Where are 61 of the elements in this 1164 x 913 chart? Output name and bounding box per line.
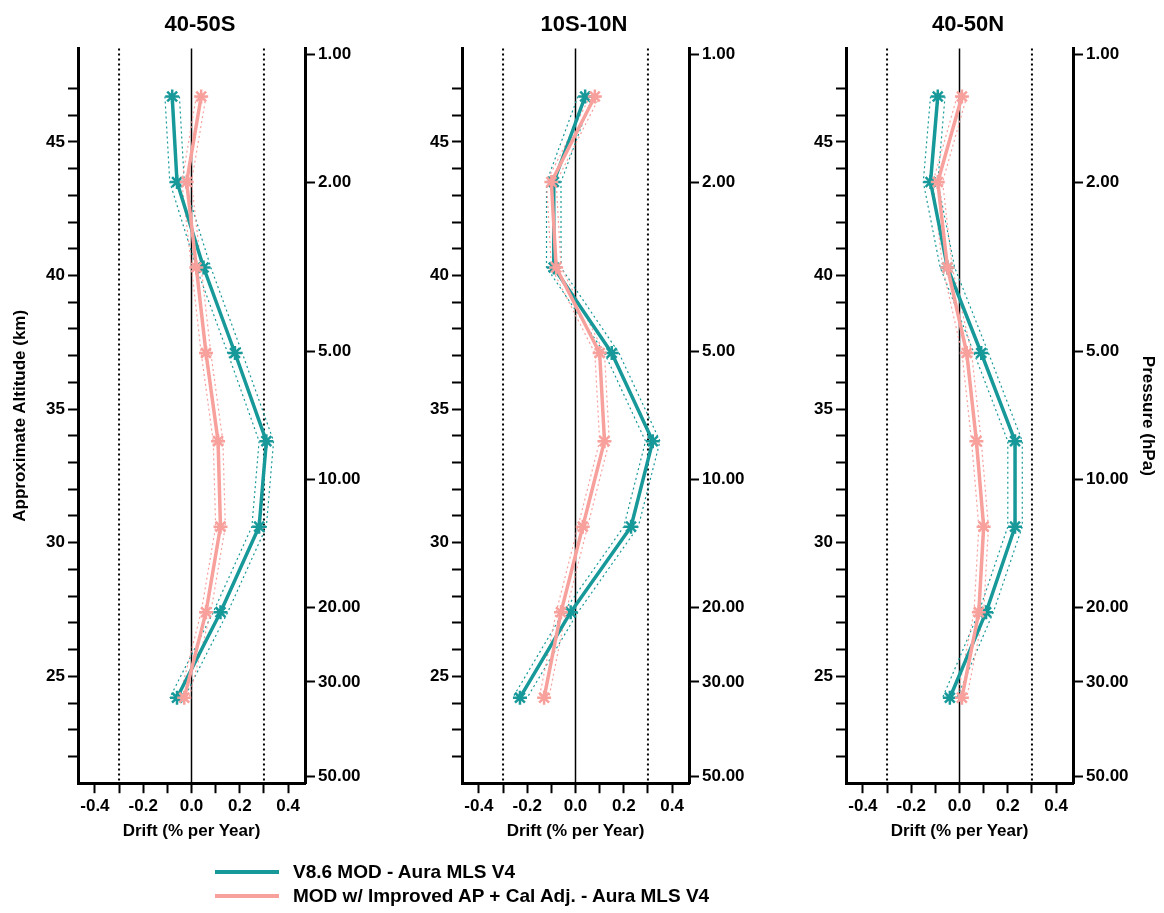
x-tick-label: -0.4 [80, 796, 111, 816]
y-tick-label: 25 [46, 666, 65, 686]
y2-tick-label: 2.00 [702, 171, 736, 191]
y2-tick-label: 5.00 [702, 340, 736, 360]
x-axis-title: Drift (% per Year) [506, 821, 645, 841]
y-tick-label: 35 [430, 398, 449, 418]
y-tick-label: 45 [430, 131, 449, 151]
x-tick-label: 0.0 [947, 796, 972, 816]
y2-tick-label: 2.00 [1086, 171, 1120, 191]
y-tick-label: 40 [46, 265, 65, 285]
y-tick-label: 30 [46, 532, 65, 552]
y2-axis-title: Pressure (hPa) [1139, 355, 1159, 476]
y2-tick-label: 50.00 [702, 766, 745, 785]
y-tick-label: 30 [430, 532, 449, 552]
y2-tick-label: 10.00 [318, 468, 361, 488]
chart-title: 10S-10N [540, 11, 628, 37]
y-tick-label: 25 [430, 666, 449, 686]
chart-title: 40-50N [931, 11, 1005, 37]
y2-tick-label: 30.00 [1086, 671, 1129, 691]
y2-tick-label: 30.00 [318, 671, 361, 691]
x-tick-label: 0.0 [179, 796, 204, 816]
x-tick-label: 0.4 [276, 796, 301, 816]
y2-tick-label: 10.00 [1086, 468, 1129, 488]
y-tick-label: 45 [46, 131, 65, 151]
y2-tick-label: 5.00 [318, 340, 352, 360]
legend-label: V8.6 MOD - Aura MLS V4 [293, 861, 516, 883]
y-tick-label: 35 [814, 398, 833, 418]
legend-label: MOD w/ Improved AP + Cal Adj. - Aura MLS V4 [293, 885, 710, 907]
y2-tick-label: 10.00 [702, 468, 745, 488]
y-tick-label: 40 [814, 265, 833, 285]
y-tick-label: 45 [814, 131, 833, 151]
y-axis-title: Approximate Altitude (km) [9, 309, 29, 522]
x-tick-label: 0.2 [611, 796, 636, 816]
x-tick-label: -0.4 [848, 796, 879, 816]
y2-tick-label: 20.00 [702, 596, 745, 616]
x-tick-label: 0.4 [1044, 796, 1069, 816]
y2-tick-label: 1.00 [1086, 43, 1120, 63]
y2-tick-label: 5.00 [1086, 340, 1120, 360]
y2-tick-label: 1.00 [702, 43, 736, 63]
chart-title: 40-50S [164, 11, 236, 37]
x-axis-title: Drift (% per Year) [890, 821, 1029, 841]
y-tick-label: 25 [814, 666, 833, 686]
x-tick-label: 0.4 [660, 796, 685, 816]
x-tick-label: -0.2 [512, 796, 542, 816]
x-tick-label: 0.0 [563, 796, 588, 816]
y-tick-label: 40 [430, 265, 449, 285]
y2-tick-label: 20.00 [1086, 596, 1129, 616]
x-tick-label: 0.2 [227, 796, 252, 816]
x-axis-title: Drift (% per Year) [122, 821, 261, 841]
x-tick-label: -0.2 [896, 796, 926, 816]
y2-tick-label: 20.00 [318, 596, 361, 616]
y2-tick-label: 50.00 [1086, 766, 1129, 785]
y2-tick-label: 30.00 [702, 671, 745, 691]
y-tick-label: 30 [814, 532, 833, 552]
y2-tick-label: 50.00 [318, 766, 361, 785]
y-tick-label: 35 [46, 398, 65, 418]
x-tick-label: -0.4 [464, 796, 495, 816]
y2-tick-label: 1.00 [318, 43, 352, 63]
y2-tick-label: 2.00 [318, 171, 352, 191]
x-tick-label: 0.2 [995, 796, 1020, 816]
x-tick-label: -0.2 [128, 796, 158, 816]
